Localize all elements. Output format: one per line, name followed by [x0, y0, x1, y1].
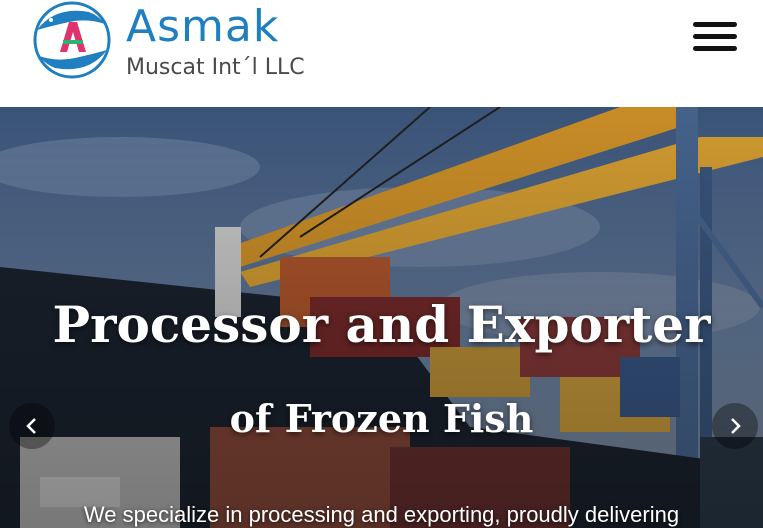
slider-prev-button[interactable]: [9, 403, 55, 449]
hero-title-line1: Processor and Exporter: [52, 295, 711, 354]
brand-name[interactable]: Asmak: [126, 1, 280, 52]
site-header: Asmak Muscat Int´l LLC: [0, 0, 763, 107]
menu-bar: [693, 22, 737, 27]
chevron-left-icon: [26, 418, 36, 434]
cargo-ship-port-cranes-photo: [0, 107, 763, 528]
fish-circle-logo-icon[interactable]: [27, 0, 117, 80]
hero-description: We specialize in processing and exportin…: [83, 502, 680, 527]
brand-subtitle: Muscat Int´l LLC: [126, 55, 305, 80]
chevron-right-icon: [731, 418, 741, 434]
hero-slider: Processor and Exporter of Frozen Fish We…: [0, 107, 763, 528]
slider-next-button[interactable]: [712, 403, 758, 449]
hero-overlay: [0, 107, 763, 528]
menu-bar: [693, 34, 737, 39]
hamburger-menu-icon[interactable]: [690, 18, 740, 56]
menu-bar: [693, 46, 737, 51]
hero-title-line2: of Frozen Fish: [229, 396, 534, 441]
